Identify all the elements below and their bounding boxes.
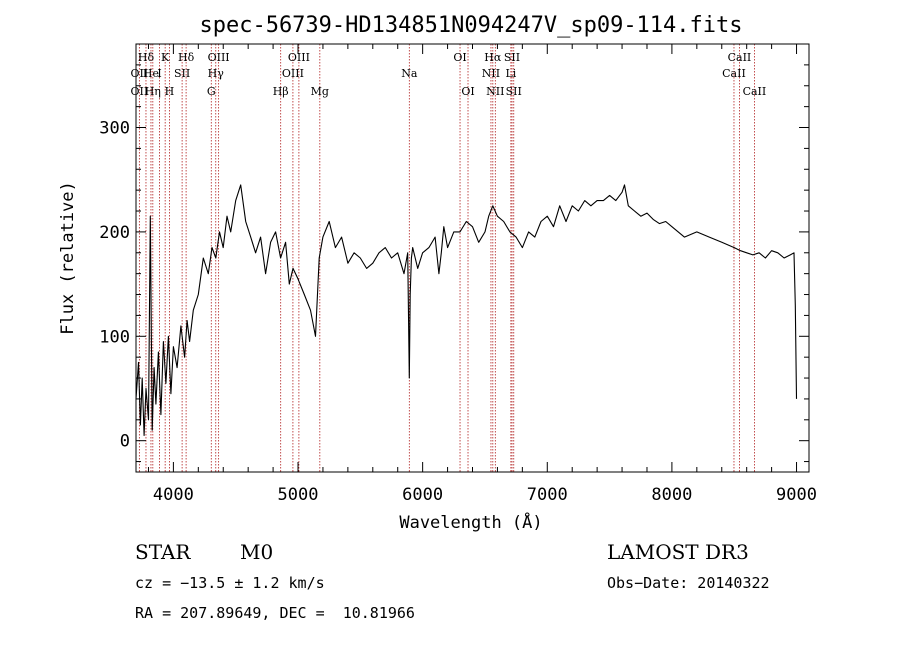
line-label: NII <box>482 67 500 80</box>
observation-date: Obs−Date: 20140322 <box>607 574 770 592</box>
y-tick-label: 0 <box>120 432 130 452</box>
line-label: OI <box>453 51 466 64</box>
axis-ticks: 4000 5000 6000 7000 8000 9000 0 100 200 300 <box>99 43 817 505</box>
y-tick-label: 200 <box>99 223 130 243</box>
line-label: He <box>143 67 159 80</box>
plot-frame <box>135 43 810 473</box>
line-label: OIII <box>288 51 310 64</box>
line-label: OI <box>461 85 474 98</box>
line-label: G <box>207 85 216 98</box>
x-tick-label: 8000 <box>651 485 692 505</box>
line-label: SII <box>506 85 522 98</box>
line-label: CaII <box>722 67 746 80</box>
line-label: SII <box>174 67 190 80</box>
line-label: NII <box>486 85 504 98</box>
spectrum-chart: spec-56739-HD134851N094247V_sp09-114.fit… <box>58 13 817 533</box>
line-label: Hδ <box>178 51 195 64</box>
object-subclass: M0 <box>240 540 274 564</box>
x-tick-label: 5000 <box>278 485 319 505</box>
x-axis-label: Wavelength (Å) <box>399 511 542 533</box>
line-label: OII <box>131 67 149 80</box>
spectral-line-markers <box>138 44 755 472</box>
line-label: OII <box>131 85 149 98</box>
line-label: SII <box>504 51 520 64</box>
line-label: K <box>161 51 170 64</box>
line-label: Mg <box>311 85 329 98</box>
line-label: Li <box>505 67 516 80</box>
object-class: STAR <box>135 540 191 564</box>
x-tick-label: 7000 <box>527 485 568 505</box>
y-tick-label: 300 <box>99 119 130 139</box>
line-label: Hδ <box>138 51 155 64</box>
coordinates-readout: RA = 207.89649, DEC = 10.81966 <box>135 604 415 622</box>
x-tick-label: 6000 <box>402 485 443 505</box>
line-label: OIII <box>208 51 230 64</box>
x-tick-label: 9000 <box>776 485 817 505</box>
line-label: Na <box>401 67 418 80</box>
x-tick-label: 4000 <box>153 485 194 505</box>
line-label: OIII <box>282 67 304 80</box>
chart-title: spec-56739-HD134851N094247V_sp09-114.fit… <box>199 13 742 38</box>
spectrum-line <box>135 184 798 437</box>
y-axis-label: Flux (relative) <box>58 181 78 335</box>
redshift-readout: cz = −13.5 ± 1.2 km/s <box>135 574 325 592</box>
y-tick-label: 100 <box>99 327 130 347</box>
survey-name: LAMOST DR3 <box>607 540 749 564</box>
line-label: Hα <box>484 51 502 64</box>
line-label: I <box>157 67 161 80</box>
line-label: CaII <box>743 85 767 98</box>
line-label: CaII <box>728 51 752 64</box>
line-label: H <box>165 85 175 98</box>
line-label: Hβ <box>273 85 289 98</box>
line-label: Hη <box>145 85 161 98</box>
line-label: Hγ <box>208 67 225 80</box>
